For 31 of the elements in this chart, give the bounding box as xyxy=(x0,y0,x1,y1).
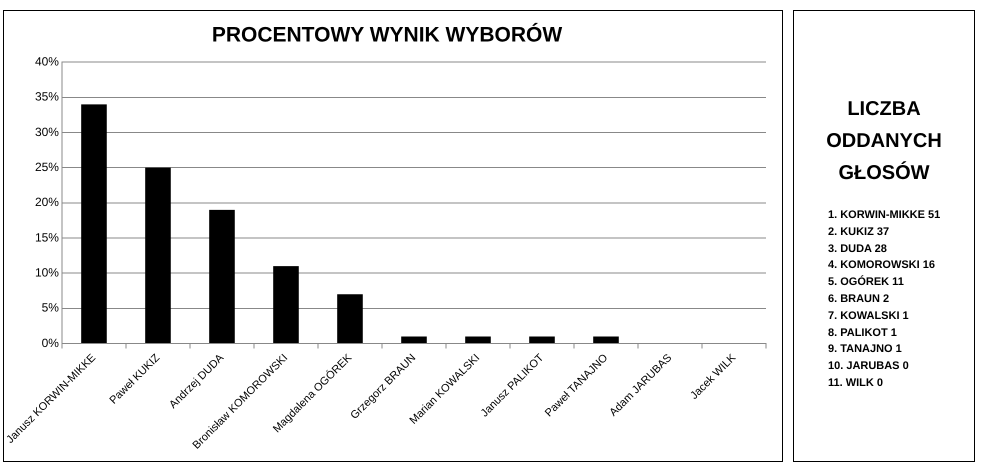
text: 7. KOWALSKI 1 xyxy=(828,308,910,324)
bar xyxy=(337,294,363,343)
bar xyxy=(401,336,427,343)
y-tick-label: 5% xyxy=(42,300,60,315)
y-tick-label: 15% xyxy=(34,230,60,244)
text: 10. JARUBAS 0 xyxy=(828,359,910,374)
text: 3. DUDA 28 xyxy=(828,242,888,257)
text: 2. KUKIZ 37 xyxy=(828,224,890,240)
text: 5. OGÓREK 11 xyxy=(828,274,905,290)
text: 6. BRAUN 2 xyxy=(828,292,890,307)
y-tick-label: 10% xyxy=(34,265,60,280)
y-tick-label: 25% xyxy=(34,160,60,174)
y-tick-label: 30% xyxy=(34,124,60,139)
bar xyxy=(209,210,235,343)
bar xyxy=(273,266,299,343)
y-tick-label: 20% xyxy=(34,195,60,210)
bar xyxy=(145,168,171,343)
bar xyxy=(529,336,555,343)
y-tick-label: 40% xyxy=(34,54,60,69)
bar xyxy=(81,104,107,343)
text: 9. TANAJNO 1 xyxy=(828,342,903,358)
text: 1. KORWIN-MIKKE 51 xyxy=(828,208,942,223)
text: LICZBA ODDANYCH GŁOSÓW xyxy=(825,97,943,186)
text: 8. PALIKOT 1 xyxy=(828,326,898,341)
chart-title: PROCENTOWY WYNIK WYBORÓW xyxy=(212,22,562,46)
y-tick-label: 35% xyxy=(34,90,60,104)
bar xyxy=(465,336,491,343)
text: 11. WILK 0 xyxy=(828,376,884,391)
y-tick-label: 0% xyxy=(42,336,60,350)
bar xyxy=(593,336,619,343)
text: 4. KOMOROWSKI 16 xyxy=(828,258,936,274)
